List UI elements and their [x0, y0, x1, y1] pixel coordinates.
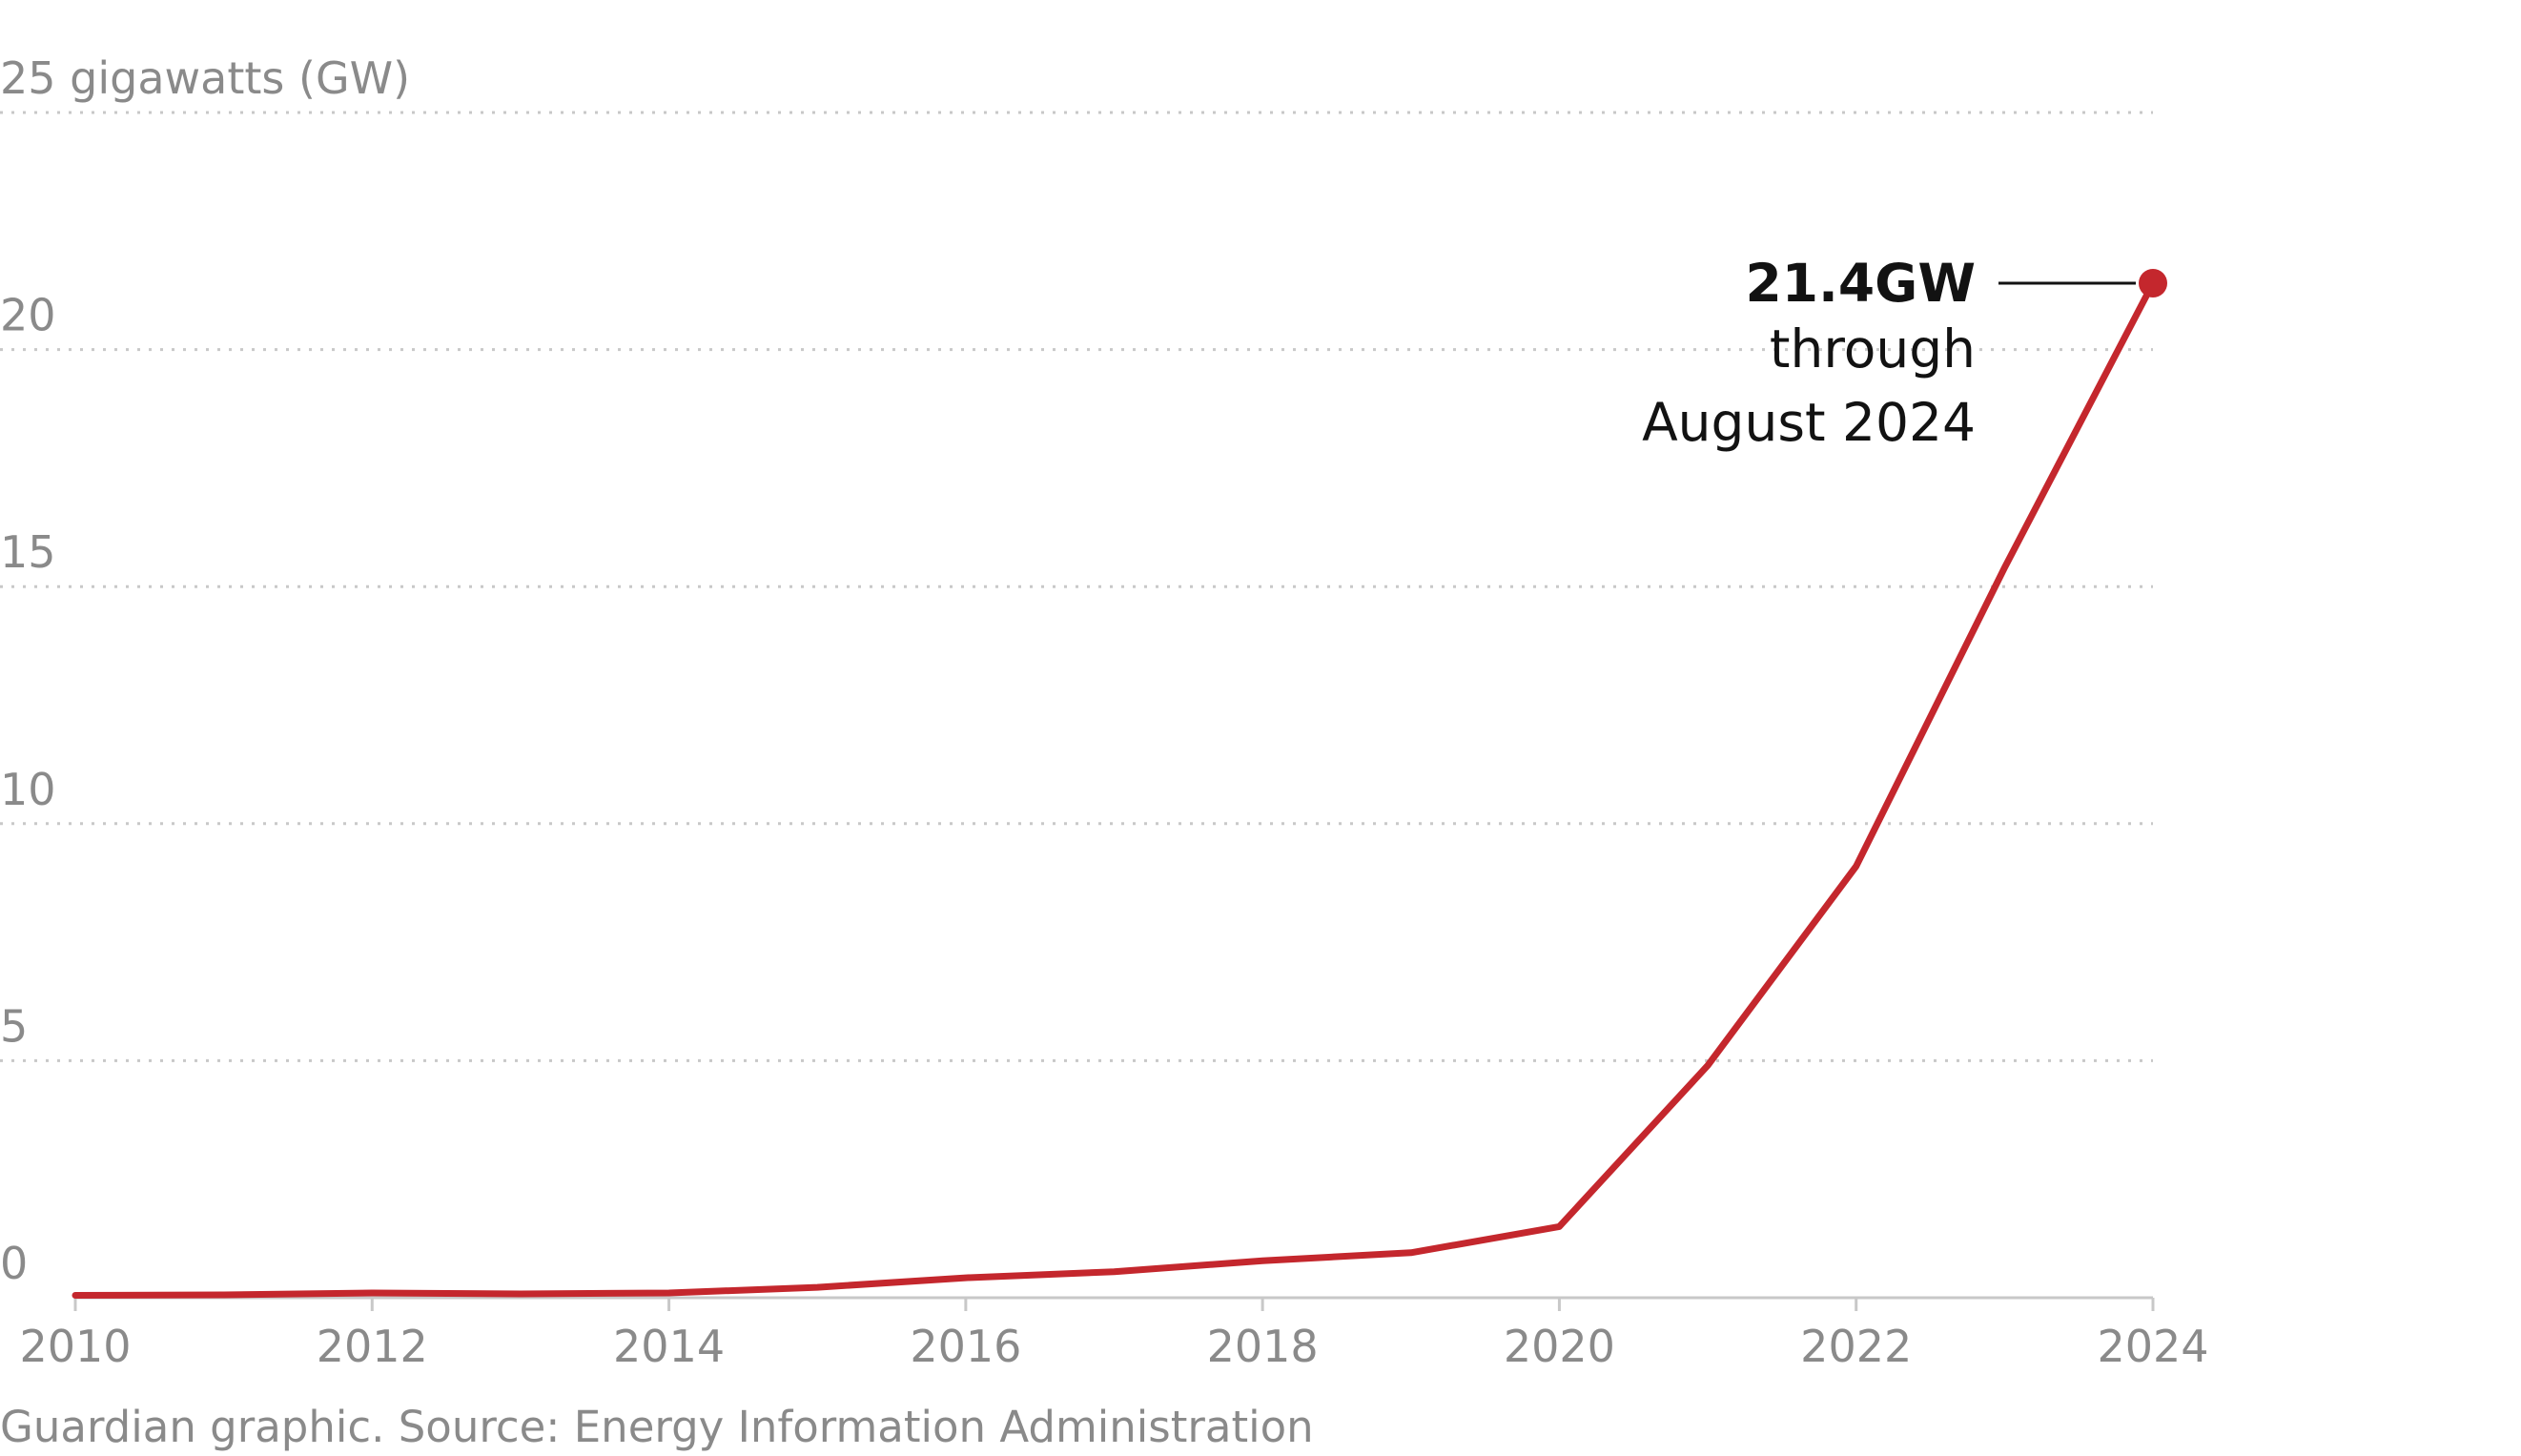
endpoint-marker [2139, 268, 2167, 297]
x-tick-label-2016: 2016 [910, 1321, 1021, 1372]
x-tick-label-2010: 2010 [19, 1321, 131, 1372]
x-tick-label-2022: 2022 [1800, 1321, 1912, 1372]
x-tick-label-2012: 2012 [317, 1321, 428, 1372]
gridlines [0, 111, 2153, 1062]
series-layer [72, 268, 2167, 1299]
annotation: 21.4GW through August 2024 [1642, 253, 2136, 453]
annotation-value: 21.4GW [1745, 253, 1976, 314]
y-tick-label-5: 5 [0, 1000, 28, 1052]
x-tick-label-2014: 2014 [613, 1321, 725, 1372]
x-axis: 2010 2012 2014 2016 2018 2020 2022 2024 [19, 1296, 2209, 1372]
y-tick-label-0: 0 [0, 1238, 28, 1289]
x-tick-label-2024: 2024 [2097, 1321, 2208, 1372]
y-tick-label-20: 20 [0, 290, 56, 341]
y-tick-label-10: 10 [0, 764, 56, 815]
x-tick-label-2018: 2018 [1207, 1321, 1319, 1372]
source-note: Guardian graphic. Source: Energy Informa… [0, 1402, 1314, 1452]
annotation-line-1: through [1770, 318, 1976, 379]
y-tick-label-25: 25 gigawatts (GW) [0, 52, 410, 104]
y-tick-label-15: 15 [0, 526, 56, 578]
y-axis-tick-labels: 0 5 10 15 20 25 gigawatts (GW) [0, 52, 410, 1289]
series-line-0 [72, 279, 2157, 1299]
annotation-line-2: August 2024 [1642, 392, 1976, 453]
x-tick-label-2020: 2020 [1504, 1321, 1615, 1372]
